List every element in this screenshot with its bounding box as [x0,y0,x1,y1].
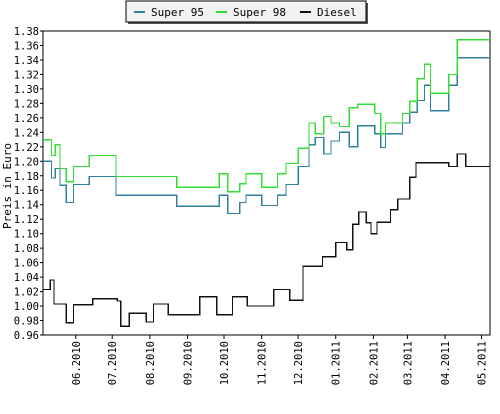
y-tick-label: 1.28 [14,98,39,110]
y-tick-label: 1.06 [14,258,39,270]
y-tick-label: 1.18 [14,171,39,183]
x-tick-label: 01.2011 [331,341,343,385]
series-line-diesel [43,153,490,327]
x-tick-label: 08.2010 [145,341,157,385]
y-tick-label: 1.20 [14,156,39,168]
y-tick-label: 1.02 [14,287,39,299]
x-tick-label: 05.2011 [476,341,488,385]
y-tick-label: 0.96 [14,330,39,342]
y-tick-label: 1.24 [14,127,39,139]
y-tick-label: 1.12 [14,214,39,226]
y-tick-label: 1.00 [14,301,39,313]
x-tick-label: 10.2010 [219,341,231,385]
legend-label: Diesel [317,6,357,19]
series-line-super-98 [43,39,490,193]
y-tick-label: 0.98 [14,316,39,328]
legend-label: Super 95 [151,6,204,19]
x-axis-ticks: 06.2010 07.2010 08.2010 09.2010 10.2010 11.20… [71,335,488,385]
y-tick-label: 1.08 [14,243,39,255]
y-tick-label: 1.30 [14,84,39,96]
x-tick-label: 06.2010 [71,341,83,385]
y-tick-label: 1.14 [14,200,39,212]
y-tick-label: 1.34 [14,55,39,67]
legend-box [125,0,367,23]
legend: Super 95 Super 98 Diesel [125,0,368,24]
y-tick-label: 1.32 [14,69,39,81]
y-tick-label: 1.22 [14,142,39,154]
plot-area [43,31,490,335]
x-tick-label: 03.2011 [402,341,414,385]
legend-label: Super 98 [233,6,286,19]
x-tick-label: 12.2010 [293,341,305,385]
y-tick-label: 1.36 [14,40,39,52]
y-axis-ticks: 0.96 0.98 1.00 1.02 1.04 1.06 1.08 1.10 1.12 1.14… [14,26,43,342]
y-tick-label: 1.10 [14,229,39,241]
x-tick-label: 04.2011 [440,341,452,385]
y-axis-label: Preis in Euro [1,143,14,229]
x-tick-label: 11.2010 [257,341,269,385]
y-tick-label: 1.16 [14,185,39,197]
plot-border [42,30,491,336]
x-tick-label: 07.2010 [107,341,119,385]
y-tick-label: 1.26 [14,113,39,125]
plot-frame [42,30,491,336]
series-lines [43,39,490,327]
x-tick-label: 02.2011 [368,341,380,385]
y-tick-label: 1.38 [14,26,39,38]
x-tick-label: 09.2010 [183,341,195,385]
y-tick-label: 1.04 [14,272,39,284]
